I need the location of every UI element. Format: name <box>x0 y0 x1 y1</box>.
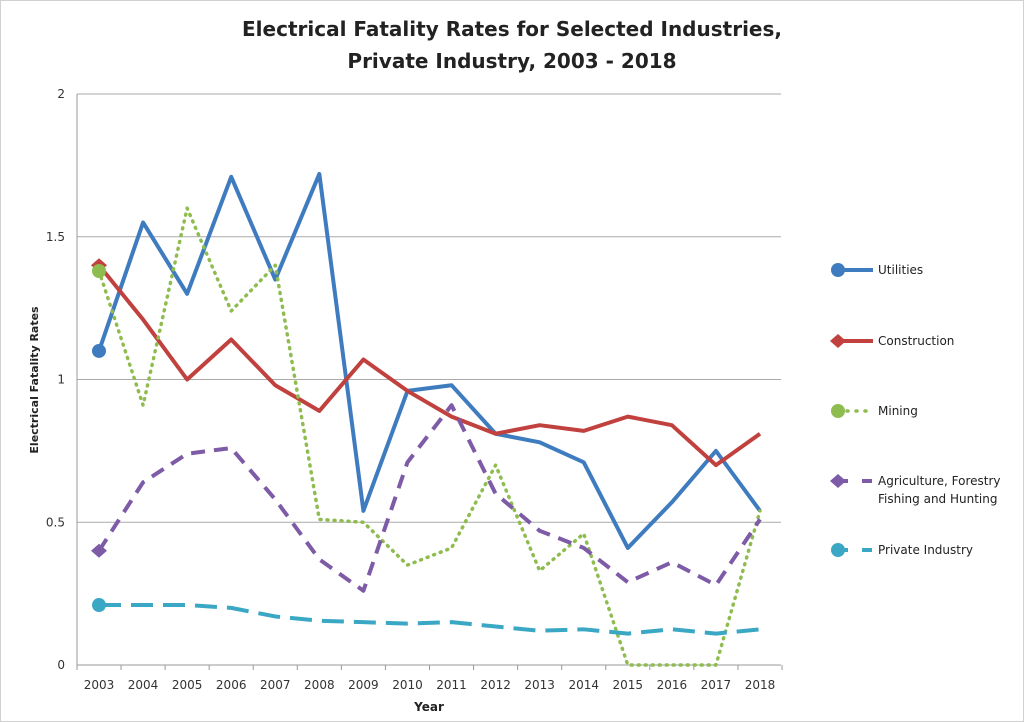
data-point-marker <box>92 598 106 613</box>
legend-label: Construction <box>878 334 954 348</box>
series-line-0 <box>97 171 762 550</box>
legend-marker <box>831 263 845 277</box>
series-line-4 <box>99 603 761 636</box>
x-tick-label: 2017 <box>701 678 732 692</box>
series-line-2 <box>97 206 762 667</box>
data-point-marker <box>92 264 106 279</box>
y-axis-label: Electrical Fatality Rates <box>28 306 41 454</box>
data-point-marker <box>92 343 106 358</box>
legend-label: Mining <box>878 404 918 418</box>
legend-label: Utilities <box>878 263 923 277</box>
legend-label: Private Industry <box>878 543 973 557</box>
x-tick-label: 2006 <box>216 678 247 692</box>
series-line-1 <box>97 264 762 468</box>
y-tick-label: 1.5 <box>46 230 65 244</box>
x-tick-label: 2018 <box>745 678 776 692</box>
x-tick-label: 2009 <box>348 678 379 692</box>
y-tick-label: 2 <box>57 87 65 101</box>
x-tick-label: 2012 <box>480 678 511 692</box>
x-tick-label: 2016 <box>657 678 688 692</box>
x-axis-label: Year <box>413 700 444 714</box>
legend-marker <box>831 404 845 418</box>
x-tick-label: 2015 <box>613 678 644 692</box>
legend-label: Agriculture, Forestry <box>878 474 1000 488</box>
chart-title-line-1: Electrical Fatality Rates for Selected I… <box>242 17 782 41</box>
x-tick-label: 2005 <box>172 678 203 692</box>
x-tick-label: 2013 <box>524 678 555 692</box>
x-tick-label: 2007 <box>260 678 291 692</box>
data-point-marker <box>91 543 107 558</box>
y-tick-label: 0 <box>57 658 65 672</box>
x-tick-label: 2003 <box>84 678 115 692</box>
legend-marker <box>830 334 846 348</box>
legend-marker <box>830 474 846 488</box>
x-tick-label: 2014 <box>568 678 599 692</box>
chart-title-line-2: Private Industry, 2003 - 2018 <box>347 49 676 73</box>
y-tick-label: 1 <box>57 373 65 387</box>
x-tick-label: 2010 <box>392 678 423 692</box>
legend-marker <box>831 543 845 557</box>
y-tick-label: 0.5 <box>46 515 65 529</box>
legend-label: Fishing and Hunting <box>878 492 997 506</box>
series-line-3 <box>97 403 762 593</box>
x-tick-label: 2008 <box>304 678 335 692</box>
x-tick-label: 2004 <box>128 678 159 692</box>
x-tick-label: 2011 <box>436 678 467 692</box>
